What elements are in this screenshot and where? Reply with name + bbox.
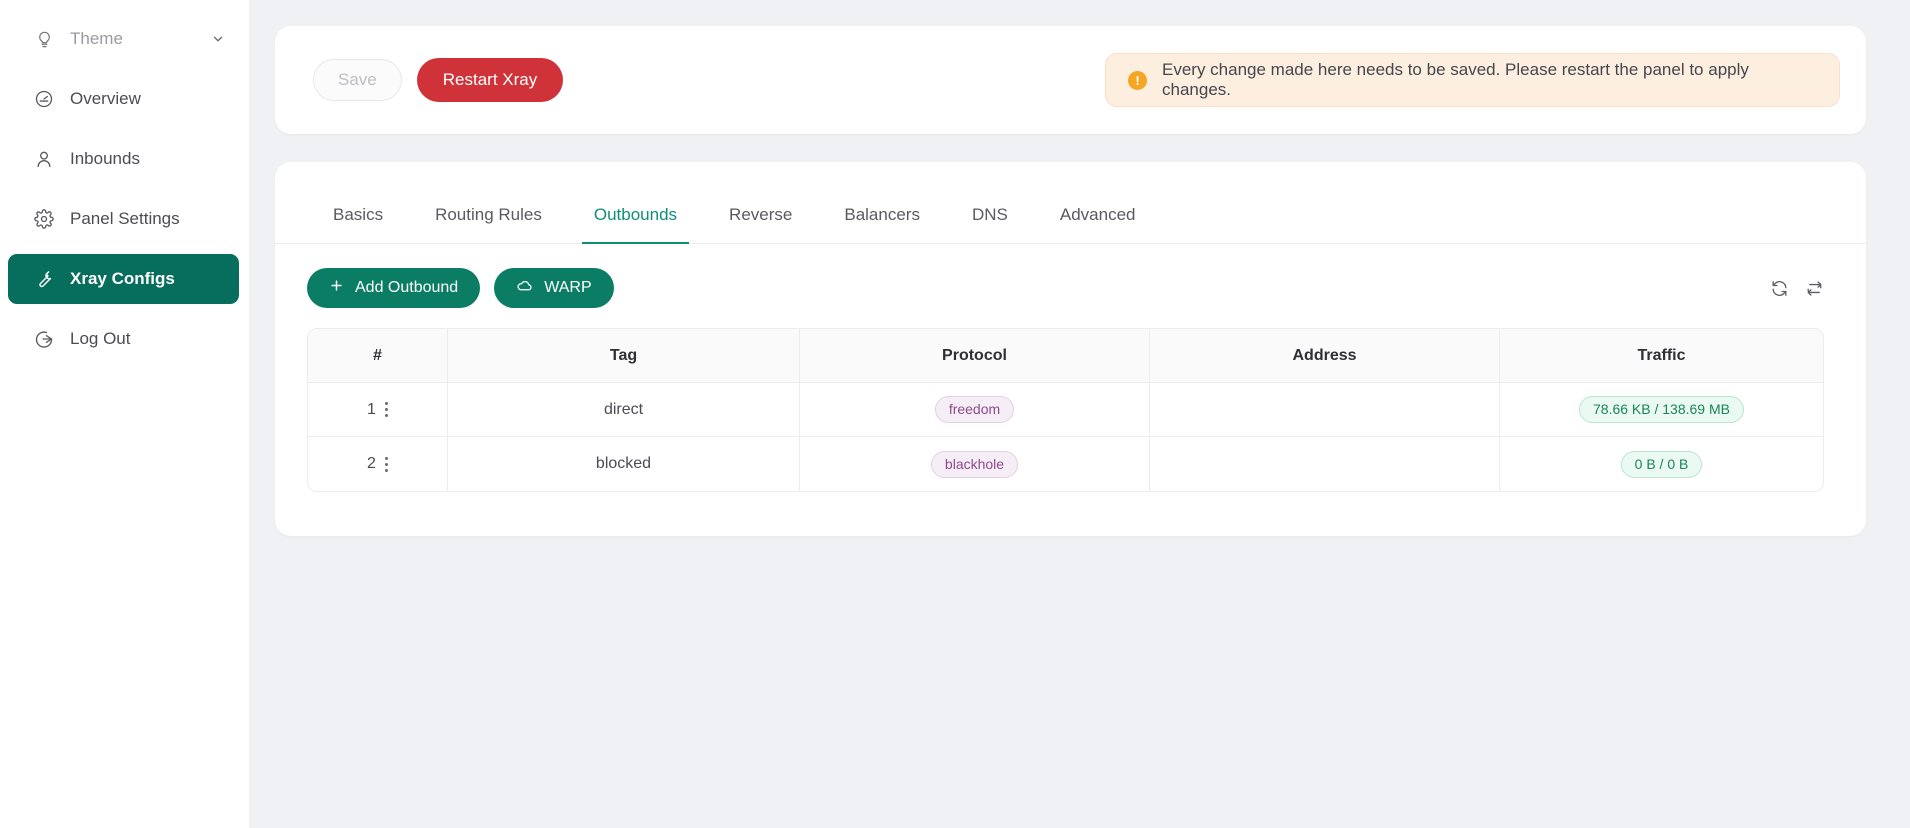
sidebar-item-label-inbounds: Inbounds <box>70 149 140 168</box>
save-warning-alert: ! Every change made here needs to be sav… <box>1105 53 1840 107</box>
alert-message: Every change made here needs to be saved… <box>1162 60 1749 99</box>
cell-address <box>1150 383 1500 437</box>
warp-button[interactable]: WARP <box>494 268 614 308</box>
cell-index: 2 <box>308 437 448 491</box>
sidebar-item-label-overview: Overview <box>70 89 141 108</box>
table-header-row: # Tag Protocol Address Traffic <box>308 329 1823 383</box>
chevron-down-icon[interactable] <box>211 32 225 46</box>
sidebar-item-xray-configs[interactable]: Xray Configs <box>8 254 239 304</box>
column-header-traffic: Traffic <box>1500 329 1823 383</box>
table-row[interactable]: 1 direct freedom 78.66 KB / 138.69 MB <box>308 383 1823 437</box>
action-bar-card: Save Restart Xray ! Every change made he… <box>275 26 1866 134</box>
warning-icon: ! <box>1128 70 1147 90</box>
column-header-protocol: Protocol <box>800 329 1150 383</box>
cell-traffic: 0 B / 0 B <box>1500 437 1823 491</box>
tab-outbounds[interactable]: Outbounds <box>568 205 703 244</box>
tab-advanced[interactable]: Advanced <box>1059 205 1136 224</box>
warp-label: WARP <box>544 279 592 296</box>
row-index-label: 1 <box>367 400 376 418</box>
bulb-icon <box>34 29 54 49</box>
table-head: # Tag Protocol Address Traffic <box>308 329 1823 383</box>
tab-balancers[interactable]: Balancers <box>844 205 920 224</box>
gauge-icon <box>34 89 54 109</box>
table-body: 1 direct freedom 78.66 KB / 138.69 MB <box>308 383 1823 491</box>
sidebar-item-label-theme: Theme <box>70 29 123 48</box>
traffic-badge: 78.66 KB / 138.69 MB <box>1579 396 1744 423</box>
outbounds-toolbar: Add Outbound WARP <box>275 244 1866 308</box>
outbounds-table: # Tag Protocol Address Traffic 1 <box>307 328 1824 492</box>
cell-tag: direct <box>448 383 800 437</box>
tab-reverse[interactable]: Reverse <box>729 205 793 224</box>
user-icon <box>34 149 54 169</box>
sidebar-item-theme[interactable]: Theme <box>8 14 239 64</box>
sidebar: Theme Overview Inbounds <box>0 0 249 828</box>
loop-icon[interactable] <box>1805 279 1824 298</box>
column-header-tag: Tag <box>448 329 800 383</box>
sidebar-item-label-log-out: Log Out <box>70 329 131 348</box>
cell-protocol: freedom <box>800 383 1150 437</box>
outbounds-card: Basics Routing Rules Outbounds Reverse B… <box>275 162 1866 536</box>
cell-traffic: 78.66 KB / 138.69 MB <box>1500 383 1823 437</box>
cell-address <box>1150 437 1500 491</box>
sidebar-item-inbounds[interactable]: Inbounds <box>8 134 239 184</box>
cell-protocol: blackhole <box>800 437 1150 491</box>
row-index-label: 2 <box>367 455 376 472</box>
protocol-badge: blackhole <box>930 450 1019 478</box>
wrench-icon <box>34 269 54 289</box>
plus-icon <box>329 278 344 298</box>
logout-icon <box>34 329 54 349</box>
save-button[interactable]: Save <box>313 59 402 101</box>
sidebar-item-label-xray-configs: Xray Configs <box>70 269 175 288</box>
traffic-badge: 0 B / 0 B <box>1620 450 1703 478</box>
cell-tag: blocked <box>448 437 800 491</box>
tab-basics[interactable]: Basics <box>333 205 384 224</box>
tab-routing-rules[interactable]: Routing Rules <box>435 205 542 224</box>
column-header-address: Address <box>1150 329 1500 383</box>
cloud-icon <box>516 277 533 299</box>
protocol-badge: freedom <box>934 396 1015 423</box>
column-header-index: # <box>308 329 448 383</box>
restart-xray-button[interactable]: Restart Xray <box>416 58 564 102</box>
config-tabs: Basics Routing Rules Outbounds Reverse B… <box>275 162 1866 244</box>
sidebar-item-panel-settings[interactable]: Panel Settings <box>8 194 239 244</box>
row-menu-icon[interactable] <box>384 402 388 417</box>
cell-index: 1 <box>308 383 448 437</box>
row-menu-icon[interactable] <box>384 456 388 472</box>
tab-dns[interactable]: DNS <box>971 205 1008 224</box>
outbounds-table-wrap: # Tag Protocol Address Traffic 1 <box>275 308 1866 492</box>
refresh-icon[interactable] <box>1770 279 1789 298</box>
table-row[interactable]: 2 blocked blackhole 0 B / 0 B <box>308 437 1823 491</box>
main-content: Save Restart Xray ! Every change made he… <box>249 0 1910 828</box>
gear-icon <box>34 209 54 229</box>
sidebar-item-log-out[interactable]: Log Out <box>8 314 239 364</box>
toolbar-icon-group <box>1770 279 1824 298</box>
sidebar-item-label-panel-settings: Panel Settings <box>70 209 180 228</box>
sidebar-item-overview[interactable]: Overview <box>8 74 239 124</box>
add-outbound-button[interactable]: Add Outbound <box>307 268 481 308</box>
add-outbound-label: Add Outbound <box>355 279 459 296</box>
